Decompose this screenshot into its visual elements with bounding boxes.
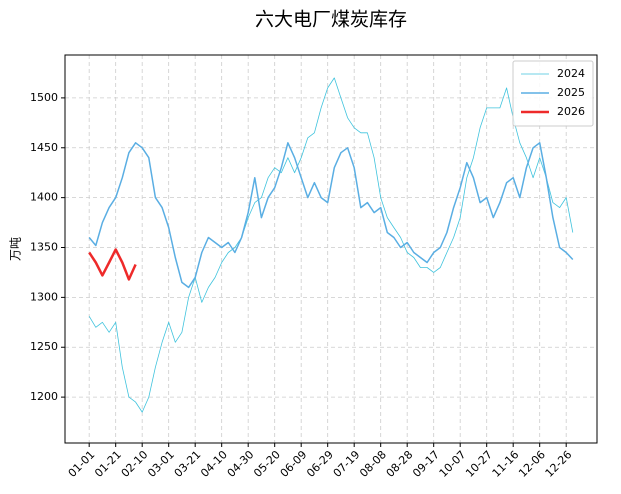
y-tick-label: 1300 xyxy=(30,290,58,303)
y-axis-label: 万吨 xyxy=(9,237,23,261)
y-tick-label: 1250 xyxy=(30,340,58,353)
series-line xyxy=(88,248,137,281)
chart-title: 六大电厂煤炭库存 xyxy=(255,9,407,31)
y-tick-label: 1500 xyxy=(30,91,58,104)
y-tick-label: 1350 xyxy=(30,241,58,254)
x-tick-label: 07-19 xyxy=(331,448,363,480)
legend-label: 2026 xyxy=(557,105,585,118)
x-tick-label: 12-06 xyxy=(516,448,548,480)
x-tick-label: 03-01 xyxy=(145,448,177,480)
legend-label: 2025 xyxy=(557,86,585,99)
y-tick-label: 1450 xyxy=(30,141,58,154)
x-tick-label: 10-07 xyxy=(437,448,469,480)
series-line xyxy=(88,142,574,289)
legend-label: 2024 xyxy=(557,67,585,80)
x-tick-label: 10-27 xyxy=(463,448,495,480)
plot-frame xyxy=(64,54,598,444)
x-tick-label: 04-30 xyxy=(225,448,257,480)
x-tick-label: 01-01 xyxy=(66,448,98,480)
series-line xyxy=(88,77,574,413)
x-tick-label: 08-08 xyxy=(357,448,389,480)
x-tick-label: 08-28 xyxy=(384,448,416,480)
x-tick-label: 02-10 xyxy=(119,448,151,480)
x-tick-label: 04-10 xyxy=(198,448,230,480)
y-tick-label: 1400 xyxy=(30,191,58,204)
legend-box xyxy=(512,60,594,127)
y-tick-label: 1200 xyxy=(30,390,58,403)
x-tick-label: 06-09 xyxy=(278,448,310,480)
x-tick-label: 06-29 xyxy=(304,448,336,480)
x-tick-label: 11-16 xyxy=(490,448,522,480)
x-tick-label: 01-21 xyxy=(92,448,124,480)
x-tick-label: 12-26 xyxy=(543,448,575,480)
x-tick-label: 03-21 xyxy=(172,448,204,480)
x-tick-label: 09-17 xyxy=(410,448,442,480)
x-tick-label: 05-20 xyxy=(251,448,283,480)
